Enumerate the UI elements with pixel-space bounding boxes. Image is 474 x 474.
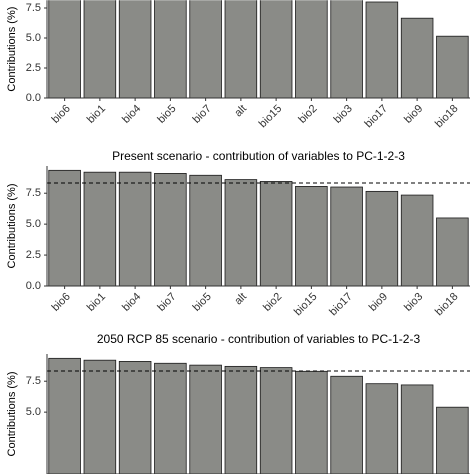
x-tick-label: bio1 — [85, 103, 108, 126]
x-tick-label: bio3 — [402, 291, 425, 314]
bar — [154, 173, 187, 286]
bar — [224, 365, 258, 474]
x-tick-label: alt — [232, 103, 249, 120]
x-tick-label: bio3 — [332, 103, 355, 126]
bar — [365, 383, 399, 474]
y-tick-label: 7.5 — [26, 375, 41, 387]
x-tick-label: bio18 — [433, 291, 461, 319]
y-tick-label: 7.5 — [26, 2, 41, 14]
bar — [189, 0, 222, 99]
bar — [118, 171, 152, 286]
x-tick-label: bio1 — [85, 291, 108, 314]
y-axis-title: Contributions (%) — [6, 372, 18, 457]
bar — [436, 217, 469, 286]
bar — [330, 186, 363, 286]
y-tick-label: 0.0 — [26, 92, 41, 104]
bar — [259, 367, 293, 474]
plot-area — [47, 169, 470, 286]
x-tick-label: bio6 — [50, 103, 73, 126]
bar — [224, 179, 258, 286]
x-tick-label: bio2 — [261, 291, 284, 314]
x-tick-label: bio17 — [363, 103, 391, 131]
plot-area — [48, 0, 469, 99]
plot-area — [47, 357, 470, 474]
y-tick-label: 5.0 — [26, 218, 41, 230]
bar — [83, 171, 117, 286]
bar — [83, 0, 117, 99]
bar — [295, 370, 328, 474]
bar — [400, 194, 434, 286]
bar — [400, 17, 434, 99]
bar — [154, 0, 187, 99]
x-tick-label: bio18 — [433, 103, 461, 131]
bar — [436, 406, 469, 474]
x-tick-label: bio9 — [402, 103, 425, 126]
bar — [259, 0, 293, 99]
bar — [330, 0, 363, 99]
y-tick-label: 5.0 — [26, 32, 41, 44]
bar — [189, 364, 222, 474]
bar — [259, 181, 293, 286]
y-tick-label: 7.5 — [26, 187, 41, 199]
x-tick-label: bio5 — [191, 291, 214, 314]
bar — [48, 169, 81, 286]
x-tick-label: bio15 — [292, 291, 320, 319]
y-tick-label: 0.0 — [26, 280, 41, 292]
bar — [365, 1, 399, 99]
y-tick-label: 5.0 — [26, 406, 41, 418]
x-tick-label: bio7 — [155, 291, 178, 314]
bar — [365, 190, 399, 286]
bar — [118, 0, 152, 99]
x-tick-label: bio4 — [120, 291, 143, 314]
chart-title: Present scenario - contribution of varia… — [112, 149, 405, 163]
x-tick-label: bio2 — [296, 103, 319, 126]
bar — [400, 384, 434, 474]
bar — [224, 0, 258, 99]
bar — [154, 362, 187, 474]
y-tick-label: 2.5 — [26, 249, 41, 261]
bar — [436, 35, 469, 99]
x-tick-label: bio15 — [257, 103, 285, 131]
bar — [48, 0, 81, 99]
x-tick-label: bio7 — [191, 103, 214, 126]
y-axis-title: Contributions (%) — [6, 7, 18, 92]
x-tick-label: bio6 — [50, 291, 73, 314]
x-tick-label: bio4 — [120, 103, 143, 126]
x-tick-label: bio9 — [367, 291, 390, 314]
bar — [295, 186, 328, 286]
bar — [189, 174, 222, 286]
bar — [118, 361, 152, 474]
chart-title: 2050 RCP 85 scenario - contribution of v… — [97, 332, 421, 346]
x-tick-label: bio17 — [327, 291, 355, 319]
y-tick-label: 2.5 — [26, 62, 41, 74]
bar — [48, 357, 81, 474]
bar — [295, 0, 328, 99]
x-tick-label: alt — [232, 291, 249, 308]
bar — [83, 359, 117, 474]
y-axis-title: Contributions (%) — [6, 184, 18, 269]
bar — [330, 375, 363, 474]
x-tick-label: bio5 — [155, 103, 178, 126]
